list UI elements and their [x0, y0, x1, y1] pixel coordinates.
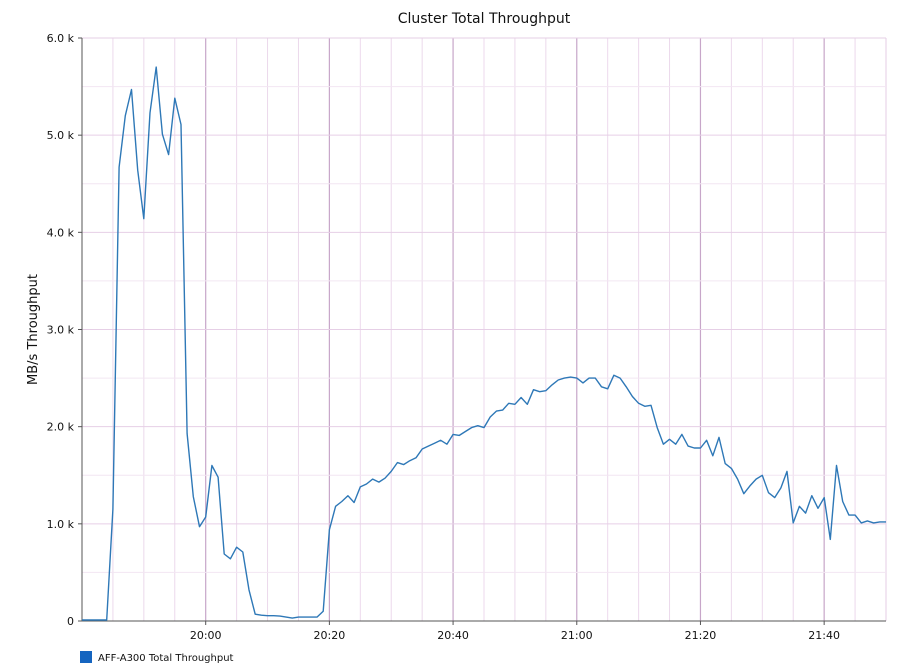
- legend-label[interactable]: AFF-A300 Total Throughput: [98, 653, 234, 664]
- chart-title: Cluster Total Throughput: [398, 11, 571, 27]
- y-tick-label: 2.0 k: [47, 421, 75, 434]
- y-tick-label: 0: [67, 615, 74, 628]
- tick-labels: 0 1.0 k 2.0 k 3.0 k 4.0 k 5.0 k 6.0 k 20:00 20:2…: [47, 32, 840, 642]
- legend[interactable]: AFF-A300 Total Throughput: [80, 651, 234, 664]
- x-tick-label: 20:00: [190, 629, 222, 642]
- legend-swatch[interactable]: [80, 651, 92, 663]
- y-axis-label: MB/s Throughput: [26, 274, 41, 385]
- series-line: [82, 66, 886, 621]
- x-tick-label: 20:40: [437, 629, 469, 642]
- y-tick-label: 5.0 k: [47, 129, 75, 142]
- grid-lines: [82, 37, 887, 621]
- x-tick-label: 21:20: [685, 629, 717, 642]
- y-tick-label: 4.0 k: [47, 226, 75, 239]
- x-tick-label: 21:00: [561, 629, 593, 642]
- series-lines: [82, 66, 886, 621]
- x-tick-label: 21:40: [808, 629, 840, 642]
- y-tick-label: 6.0 k: [47, 32, 75, 45]
- y-tick-label: 3.0 k: [47, 324, 75, 337]
- y-tick-label: 1.0 k: [47, 518, 75, 531]
- x-tick-label: 20:20: [314, 629, 346, 642]
